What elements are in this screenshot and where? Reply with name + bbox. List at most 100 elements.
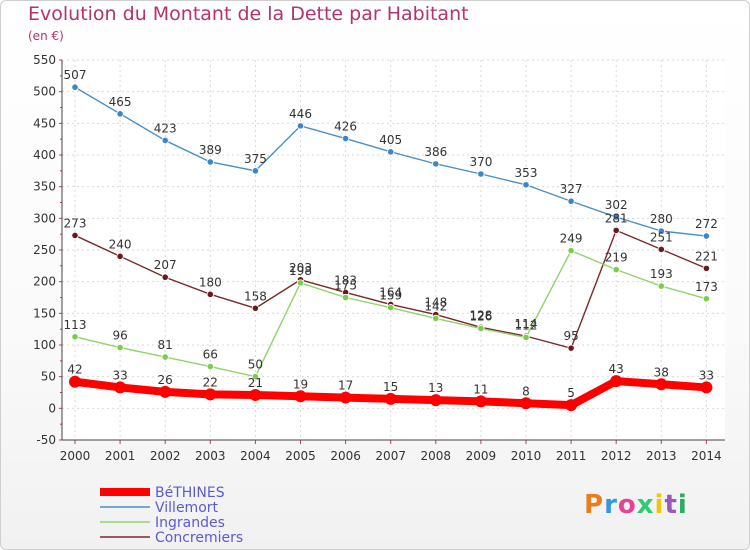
y-tick-label: 550 — [33, 53, 56, 67]
data-point — [341, 134, 350, 143]
data-label: 22 — [203, 375, 218, 389]
data-label: 158 — [244, 289, 267, 303]
legend-label: BéTHINES — [155, 485, 225, 501]
data-point — [702, 232, 711, 240]
data-point — [341, 293, 350, 302]
data-label: 507 — [64, 68, 87, 82]
data-point — [296, 122, 305, 130]
data-point — [71, 333, 79, 341]
data-label: 159 — [379, 289, 402, 303]
data-label: 353 — [515, 166, 538, 180]
data-point — [567, 344, 575, 352]
x-tick-label: 2007 — [375, 449, 406, 463]
x-tick-label: 2006 — [330, 449, 361, 463]
data-point — [387, 148, 395, 156]
chart-title: Evolution du Montant de la Dette par Hab… — [28, 3, 469, 25]
data-label: 81 — [158, 338, 173, 352]
data-point — [116, 343, 124, 352]
data-label: 249 — [560, 232, 583, 246]
data-label: 446 — [289, 107, 312, 121]
data-label: 302 — [605, 198, 628, 212]
y-tick-label: 150 — [33, 306, 56, 320]
data-label: 180 — [199, 275, 222, 289]
data-point — [206, 158, 214, 166]
data-label: 386 — [424, 145, 447, 159]
axes: 550500450400350300250200150100500-502000… — [33, 53, 725, 463]
data-point — [702, 295, 711, 303]
data-label: 272 — [695, 217, 718, 231]
data-label: 389 — [199, 143, 222, 157]
y-tick-label: 450 — [33, 116, 56, 130]
data-point — [71, 231, 79, 240]
data-point — [114, 381, 127, 394]
data-label: 5 — [567, 386, 575, 400]
x-tick-label: 2009 — [466, 449, 497, 463]
y-tick-label: 100 — [33, 338, 56, 352]
proxiti-logo: Proxiti — [584, 490, 688, 520]
data-point — [71, 83, 79, 91]
data-point — [251, 304, 259, 312]
data-label: 113 — [64, 318, 87, 332]
data-point — [429, 394, 442, 407]
data-label: 26 — [158, 373, 173, 387]
x-tick-label: 2003 — [195, 449, 226, 463]
data-label: 198 — [289, 264, 312, 278]
data-label: 164 — [379, 285, 402, 299]
x-tick-label: 2014 — [691, 449, 722, 463]
data-point — [206, 290, 214, 298]
logo-letter: o — [617, 490, 637, 520]
x-tick-label: 2004 — [240, 449, 271, 463]
legend-label: Ingrandes — [155, 515, 225, 531]
data-label: 96 — [112, 329, 127, 343]
data-point — [567, 247, 575, 255]
data-label: 173 — [695, 280, 718, 294]
y-tick-label: 250 — [33, 243, 56, 257]
data-point — [251, 373, 259, 381]
data-label: 251 — [650, 230, 673, 244]
data-label: 33 — [699, 368, 714, 382]
logo-letter: r — [604, 490, 618, 520]
data-point — [294, 390, 307, 403]
data-label: 21 — [248, 376, 263, 390]
data-point — [161, 136, 169, 145]
data-label: 207 — [154, 258, 177, 272]
data-label: 375 — [244, 152, 267, 166]
data-label: 126 — [469, 310, 492, 324]
data-label: 13 — [428, 381, 443, 395]
x-tick-label: 2002 — [150, 449, 181, 463]
data-label: 112 — [515, 318, 538, 332]
logo-letter: i — [654, 490, 665, 520]
data-point — [116, 252, 124, 260]
logo-letter: x — [636, 490, 655, 520]
data-label: 280 — [650, 212, 673, 226]
data-label: 405 — [379, 133, 402, 147]
data-point — [161, 353, 169, 361]
data-label: 128 — [469, 308, 492, 322]
data-label: 38 — [654, 365, 669, 379]
data-label: 193 — [650, 267, 673, 281]
data-label: 423 — [154, 121, 177, 135]
data-label: 17 — [338, 379, 353, 393]
data-point — [296, 279, 305, 287]
data-label: 114 — [515, 317, 538, 331]
data-point — [432, 314, 440, 322]
data-label: 33 — [112, 368, 127, 382]
data-label: 66 — [203, 348, 218, 362]
data-point — [116, 110, 124, 118]
data-point — [204, 388, 217, 401]
x-tick-label: 2013 — [646, 449, 677, 463]
data-label: 327 — [560, 182, 583, 196]
data-label: 43 — [609, 362, 624, 376]
data-point — [565, 399, 578, 412]
data-label: 142 — [424, 299, 447, 313]
data-point — [477, 170, 485, 178]
grid — [62, 59, 725, 441]
data-point — [161, 273, 169, 281]
data-point — [69, 375, 81, 388]
data-point — [610, 375, 623, 388]
data-label: 370 — [469, 155, 492, 169]
data-point — [612, 266, 620, 274]
y-tick-label: 300 — [33, 211, 56, 225]
data-label: 19 — [293, 377, 308, 391]
